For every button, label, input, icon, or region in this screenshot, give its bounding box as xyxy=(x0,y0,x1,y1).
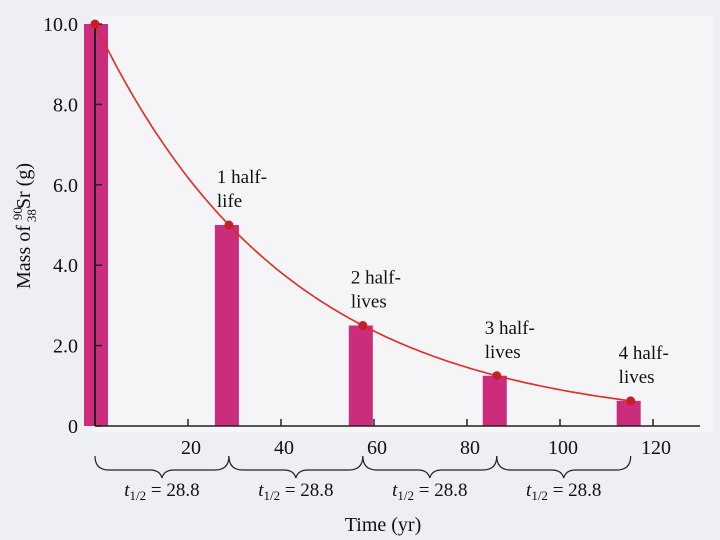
y-tick-label-3: 6.0 xyxy=(53,175,78,197)
x-tick-label-1: 40 xyxy=(274,437,294,459)
annotation-3-line-1: 3 half- xyxy=(485,318,535,339)
x-tick-label-3: 80 xyxy=(460,437,480,459)
bar-1 xyxy=(214,225,239,426)
annotation-2-line-2: lives xyxy=(351,292,387,313)
y-tick-label-1: 2.0 xyxy=(53,336,78,358)
annotation-3-line-2: lives xyxy=(485,342,521,363)
annotation-2-line-1: 2 half- xyxy=(351,268,401,289)
x-tick-label-5: 120 xyxy=(641,437,671,459)
x-tick-label-2: 60 xyxy=(367,437,387,459)
x-tick-label-4: 100 xyxy=(548,437,578,459)
annotation-4-line-1: 4 half- xyxy=(619,343,669,364)
data-point-2 xyxy=(358,321,368,330)
half-life-brace-3 xyxy=(362,455,498,479)
half-life-label-3: t1/2 = 28.8 xyxy=(392,480,467,503)
data-point-0 xyxy=(90,19,100,29)
half-life-label-4: t1/2 = 28.8 xyxy=(526,480,601,503)
x-tick-label-0: 20 xyxy=(181,437,201,459)
data-point-4 xyxy=(626,396,636,406)
y-axis-title: Mass of 9038Sr (g) xyxy=(10,163,39,289)
half-life-brace-1 xyxy=(94,455,230,479)
y-tick-label-4: 8.0 xyxy=(53,94,78,116)
y-tick-label-2: 4.0 xyxy=(53,255,78,277)
annotation-1-line-2: life xyxy=(217,191,242,212)
half-life-brace-4 xyxy=(496,455,632,479)
half-life-label-1: t1/2 = 28.8 xyxy=(124,480,199,503)
data-point-3 xyxy=(492,371,502,381)
half-life-brace-2 xyxy=(228,455,364,479)
bar-4 xyxy=(616,400,641,426)
x-axis-title: Time (yr) xyxy=(345,514,421,536)
bar-3 xyxy=(482,375,507,426)
y-tick-label-5: 10.0 xyxy=(43,14,78,36)
plot-area xyxy=(92,16,714,432)
bar-2 xyxy=(348,325,373,426)
annotation-1-line-1: 1 half- xyxy=(217,167,267,188)
half-life-label-2: t1/2 = 28.8 xyxy=(258,480,333,503)
annotation-4-line-2: lives xyxy=(619,367,655,388)
y-tick-label-0: 0 xyxy=(68,416,78,438)
data-point-1 xyxy=(224,220,234,230)
